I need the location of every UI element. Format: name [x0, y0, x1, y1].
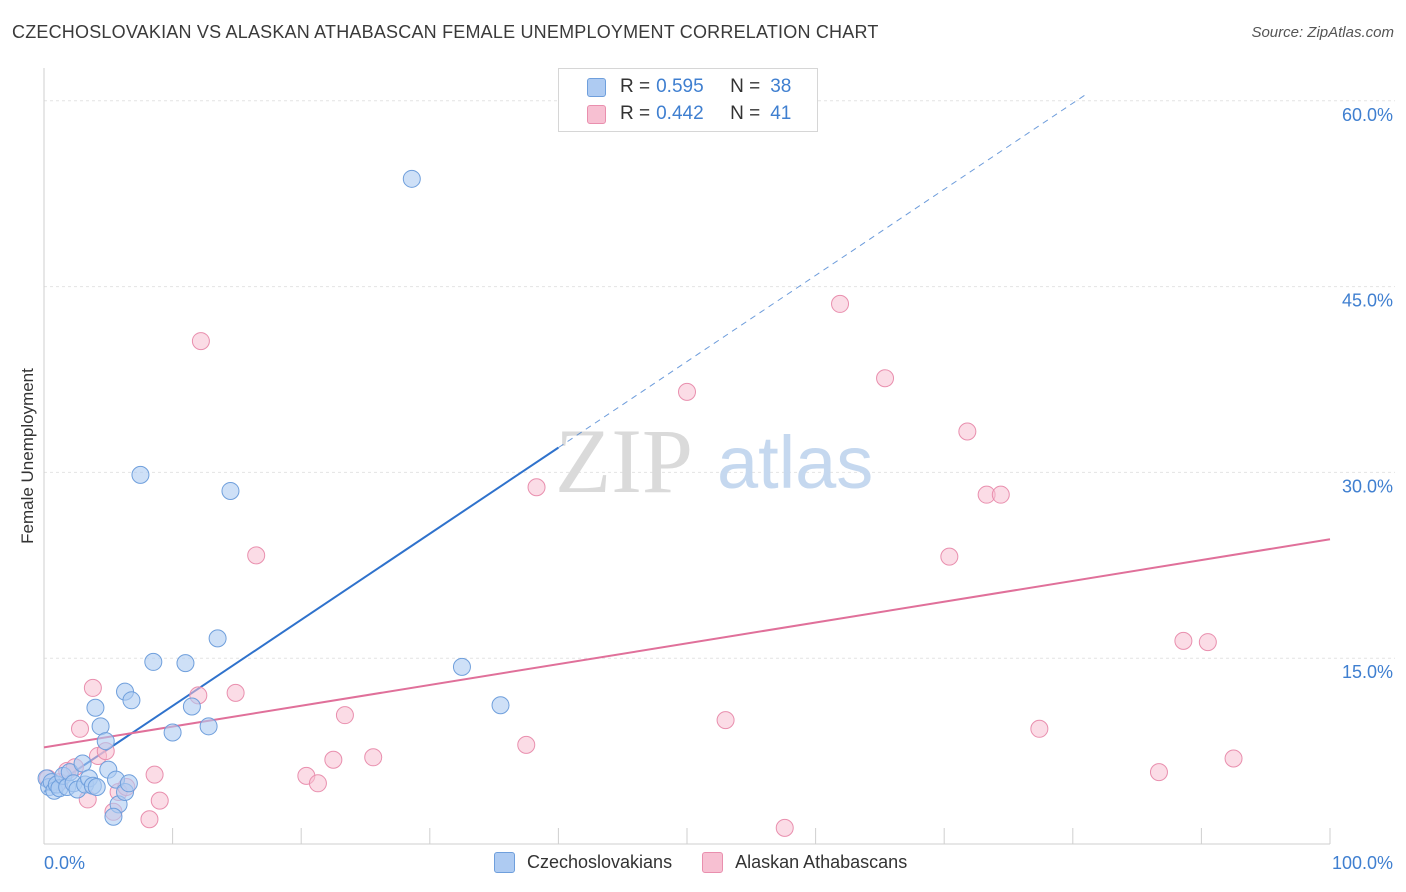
data-point-alaskan-athabascan [991, 485, 1010, 504]
data-point-czechoslovakian [452, 657, 471, 676]
series-legend: Czechoslovakians Alaskan Athabascans [494, 852, 937, 873]
grid-lines [44, 100, 1395, 659]
legend-row-alaskan-athabascans: R = 0.442 N = 41 [587, 102, 791, 126]
watermark: ZIP atlas [555, 410, 873, 512]
trend-line-czechoslovakians [43, 446, 559, 793]
data-point-czechoslovakian [104, 807, 123, 826]
blue-swatch [494, 852, 515, 873]
data-point-alaskan-athabascan [958, 422, 977, 441]
trend-lines [43, 94, 1331, 793]
series-alaskan-athabascans [38, 294, 1243, 837]
legend-item-czechoslovakians[interactable]: Czechoslovakians [494, 852, 672, 873]
data-point-czechoslovakian [163, 723, 182, 742]
pink-swatch [702, 852, 724, 873]
data-point-czechoslovakian [73, 754, 92, 773]
r-value: 0.595 [656, 76, 704, 97]
data-point-alaskan-athabascan [247, 546, 266, 565]
x-tick-label: 0.0% [44, 853, 85, 873]
chart-title: CZECHOSLOVAKIAN VS ALASKAN ATHABASCAN FE… [12, 22, 879, 42]
n-label: N = [730, 76, 761, 97]
data-point-alaskan-athabascan [775, 818, 794, 837]
data-point-alaskan-athabascan [876, 369, 895, 388]
blue-swatch [587, 77, 606, 97]
data-point-alaskan-athabascan [1149, 763, 1168, 782]
y-tick-label: 15.0% [1342, 662, 1393, 682]
data-point-czechoslovakian [221, 481, 240, 500]
data-point-czechoslovakian [402, 169, 421, 188]
data-point-alaskan-athabascan [678, 382, 696, 401]
data-point-alaskan-athabascan [71, 719, 90, 738]
y-tick-label: 60.0% [1342, 105, 1393, 125]
data-point-czechoslovakian [199, 717, 218, 736]
correlation-legend: R = 0.595 N = 38 R = 0.442 N = 41 [558, 68, 818, 132]
series-czechoslovakians [37, 169, 510, 826]
data-point-alaskan-athabascan [226, 683, 245, 702]
data-point-alaskan-athabascan [517, 735, 536, 754]
data-point-alaskan-athabascan [1198, 633, 1217, 652]
n-label: N = [730, 103, 761, 124]
y-tick-label: 45.0% [1342, 291, 1393, 311]
data-point-alaskan-athabascan [308, 774, 327, 793]
data-point-czechoslovakian [176, 654, 195, 673]
y-tick-label: 30.0% [1342, 476, 1393, 496]
trend-line-alaskan-athabascans [43, 538, 1331, 749]
legend-label: Alaskan Athabascans [735, 852, 908, 872]
data-point-alaskan-athabascan [150, 791, 169, 810]
data-point-czechoslovakian [122, 691, 141, 710]
n-value: 38 [770, 76, 792, 97]
n-value: 41 [770, 103, 792, 124]
tick-labels: 15.0% 30.0% 45.0% 60.0% 0.0% 100.0% [44, 105, 1393, 873]
source-credit: Source: ZipAtlas.com [1251, 24, 1394, 41]
data-point-czechoslovakian [491, 696, 510, 715]
data-point-alaskan-athabascan [831, 294, 850, 313]
data-point-alaskan-athabascan [1174, 631, 1193, 650]
data-point-alaskan-athabascan [364, 748, 383, 767]
data-point-czechoslovakian [87, 778, 106, 797]
data-point-alaskan-athabascan [324, 750, 343, 769]
data-point-czechoslovakian [96, 732, 115, 751]
data-point-czechoslovakian [144, 652, 163, 671]
data-point-alaskan-athabascan [527, 478, 546, 497]
data-point-alaskan-athabascan [1224, 749, 1243, 768]
legend-label: Czechoslovakians [527, 852, 673, 872]
watermark-atlas: atlas [717, 421, 873, 504]
axes [43, 68, 1331, 845]
data-point-alaskan-athabascan [335, 706, 354, 725]
data-point-czechoslovakian [119, 774, 138, 793]
trend-line-czechoslovakians-extension [558, 94, 1086, 449]
data-point-czechoslovakian [208, 629, 227, 648]
data-point-czechoslovakian [131, 465, 150, 484]
legend-row-czechoslovakians: R = 0.595 N = 38 [587, 75, 791, 99]
data-point-alaskan-athabascan [1030, 719, 1049, 738]
data-point-alaskan-athabascan [145, 765, 164, 784]
watermark-zip: ZIP [555, 410, 693, 512]
pink-swatch [587, 104, 606, 124]
data-point-czechoslovakian [86, 698, 105, 717]
r-label: R = [620, 76, 651, 97]
data-point-alaskan-athabascan [83, 678, 102, 697]
data-point-alaskan-athabascan [716, 711, 735, 730]
legend-item-alaskan-athabascans[interactable]: Alaskan Athabascans [702, 852, 907, 873]
data-point-czechoslovakian [182, 697, 201, 716]
r-value: 0.442 [656, 103, 704, 124]
r-label: R = [620, 103, 651, 124]
x-tick-label: 100.0% [1332, 853, 1393, 873]
data-point-alaskan-athabascan [191, 332, 210, 351]
data-point-alaskan-athabascan [140, 810, 159, 829]
data-point-alaskan-athabascan [940, 547, 959, 566]
